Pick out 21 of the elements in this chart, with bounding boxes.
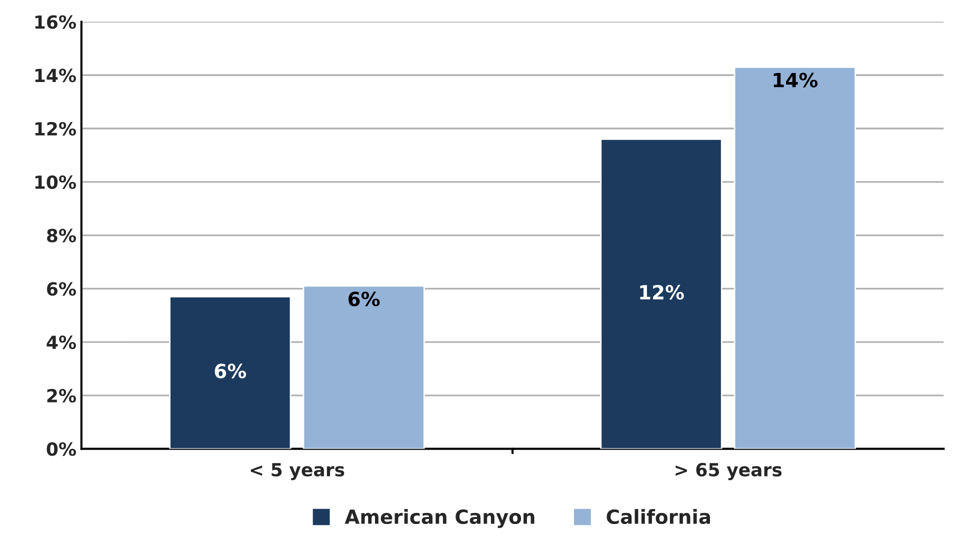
y-tick-label: 8%	[47, 228, 76, 242]
bar	[302, 285, 425, 449]
y-tick-label: 16%	[35, 15, 76, 29]
x-tick-label: > 65 years	[676, 462, 782, 480]
y-tick-label: 10%	[35, 175, 76, 190]
data-label: 6%	[348, 292, 380, 306]
y-tick-label: 14%	[35, 68, 76, 82]
bar	[600, 138, 722, 449]
data-label: 12%	[640, 284, 684, 300]
x-tick-label: < 5 years	[250, 463, 344, 480]
bar	[734, 66, 856, 449]
y-tick-label: 2%	[47, 388, 76, 403]
legend-label: American Canyon	[344, 509, 534, 528]
y-tick-label: 6%	[47, 282, 76, 296]
y-tick-label: 12%	[35, 122, 76, 136]
data-label: 14%	[774, 72, 818, 88]
bar	[169, 296, 292, 449]
y-tick-label: 0%	[46, 442, 76, 456]
y-tick-label: 4%	[46, 336, 76, 350]
legend-label: California	[606, 509, 710, 524]
data-label: 6%	[214, 364, 246, 378]
